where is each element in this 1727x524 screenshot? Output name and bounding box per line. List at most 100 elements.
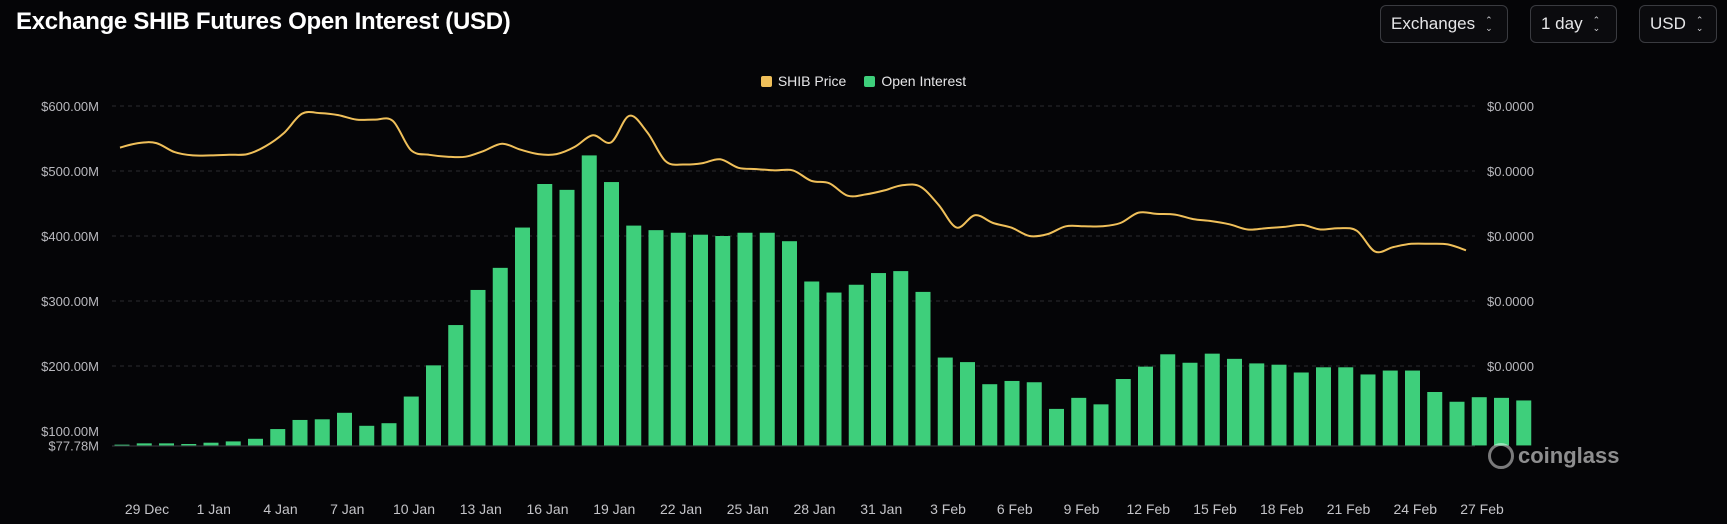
- x-tick-label: 6 Feb: [997, 501, 1033, 517]
- right-tick-label: $0.0000: [1487, 229, 1534, 244]
- x-tick-label: 31 Jan: [860, 501, 902, 517]
- open-interest-bar: [1494, 397, 1509, 446]
- exchanges-select[interactable]: Exchanges ⌃ ⌄: [1380, 5, 1508, 43]
- open-interest-bar: [515, 227, 530, 446]
- open-interest-bar: [1293, 372, 1309, 446]
- x-tick-label: 29 Dec: [125, 501, 169, 517]
- shib-price-line: [119, 111, 1467, 254]
- x-tick-label: 1 Jan: [197, 501, 231, 517]
- open-interest-bar: [1026, 382, 1042, 446]
- open-interest-bar: [337, 412, 352, 446]
- x-tick-label: 12 Feb: [1126, 501, 1170, 517]
- x-tick-label: 27 Feb: [1460, 501, 1504, 517]
- open-interest-bar: [1249, 363, 1265, 446]
- open-interest-bar: [804, 281, 820, 446]
- legend-swatch-price: [760, 75, 772, 87]
- x-tick-label: 10 Jan: [393, 501, 435, 517]
- open-interest-bar: [1405, 370, 1420, 446]
- open-interest-bar: [1316, 367, 1331, 446]
- currency-select[interactable]: USD ⌃ ⌄: [1639, 5, 1717, 43]
- x-tick-label: 21 Feb: [1327, 501, 1371, 517]
- open-interest-bar: [492, 267, 508, 446]
- currency-select-label: USD: [1650, 14, 1686, 33]
- right-tick-label: $0.0000: [1487, 359, 1534, 374]
- open-interest-bar: [292, 419, 308, 446]
- open-interest-bar: [915, 291, 931, 446]
- open-interest-bar: [759, 232, 775, 446]
- open-interest-bar: [960, 362, 975, 446]
- open-interest-bar: [403, 396, 419, 446]
- x-tick-label: 13 Jan: [460, 501, 502, 517]
- open-interest-bar: [559, 189, 575, 446]
- open-interest-bar: [737, 232, 753, 446]
- right-tick-label: $0.0000: [1487, 99, 1534, 114]
- open-interest-bar: [359, 425, 375, 446]
- legend-item-open-interest[interactable]: Open Interest: [864, 73, 966, 89]
- left-axis: $77.78M$100.00M $200.00M $300.00M $400.00M $…: [41, 99, 99, 453]
- open-interest-bar: [871, 273, 886, 446]
- open-interest-bar: [381, 423, 397, 446]
- x-tick-label: 22 Jan: [660, 501, 702, 517]
- x-axis: 29 Dec 1 Jan 4 Jan 7 Jan 10 Jan 13 Jan 16 Jan 1…: [112, 445, 1504, 517]
- chevron-up-down-icon: ⌃ ⌄: [1485, 15, 1493, 33]
- x-tick-label: 25 Jan: [727, 501, 769, 517]
- legend-label-price: SHIB Price: [777, 73, 847, 89]
- chevron-up-down-icon: ⌃ ⌄: [1592, 15, 1601, 33]
- coinglass-logo-icon: [1488, 443, 1514, 469]
- open-interest-bar: [1093, 404, 1109, 446]
- left-tick-label: $100.00M: [41, 424, 99, 439]
- open-interest-bar: [848, 284, 864, 446]
- open-interest-bar: [203, 442, 219, 446]
- open-interest-bar: [604, 182, 619, 446]
- shib-price-path: [119, 111, 1467, 254]
- legend-label-oi: Open Interest: [881, 73, 967, 89]
- open-interest-bar: [1382, 370, 1398, 446]
- open-interest-bar: [1138, 366, 1153, 446]
- open-interest-bar: [581, 155, 597, 446]
- coinglass-watermark: coinglass: [1488, 443, 1619, 469]
- chart-controls: Exchanges ⌃ ⌄ 1 day ⌃ ⌄ USD ⌃ ⌄: [1380, 5, 1717, 43]
- open-interest-bar: [1115, 379, 1131, 446]
- legend-swatch-oi: [864, 75, 876, 87]
- page-title: Exchange SHIB Futures Open Interest (USD…: [16, 8, 511, 35]
- open-interest-bar: [937, 357, 953, 446]
- open-interest-bar: [314, 419, 330, 446]
- x-tick-label: 15 Feb: [1193, 501, 1237, 517]
- interval-select[interactable]: 1 day ⌃ ⌄: [1530, 5, 1617, 43]
- watermark-text: coinglass: [1518, 443, 1620, 468]
- open-interest-bar: [1182, 362, 1198, 446]
- open-interest-bar: [136, 443, 152, 446]
- left-tick-label: $600.00M: [41, 99, 99, 114]
- open-interest-bar: [426, 365, 441, 446]
- open-interest-bars: [114, 155, 1532, 446]
- x-tick-label: 9 Feb: [1064, 501, 1100, 517]
- legend-item-shib-price[interactable]: SHIB Price: [760, 73, 847, 89]
- open-interest-bar: [1227, 358, 1242, 446]
- open-interest-bar: [181, 444, 197, 446]
- open-interest-bar: [1160, 354, 1176, 446]
- x-tick-label: 19 Jan: [593, 501, 635, 517]
- open-interest-bar: [715, 236, 731, 446]
- x-tick-label: 16 Jan: [526, 501, 568, 517]
- left-tick-label: $200.00M: [41, 359, 99, 374]
- left-tick-label: $300.00M: [41, 294, 99, 309]
- chevron-up-down-icon: ⌃ ⌄: [1695, 15, 1704, 33]
- open-interest-bar: [1204, 353, 1220, 446]
- open-interest-bar: [114, 444, 130, 446]
- interval-select-label: 1 day: [1541, 14, 1583, 33]
- open-interest-bar: [1516, 400, 1532, 446]
- left-tick-label: $77.78M: [48, 438, 99, 453]
- open-interest-bar: [448, 325, 464, 446]
- x-tick-label: 3 Feb: [930, 501, 966, 517]
- open-interest-bar: [670, 232, 686, 446]
- x-tick-label: 4 Jan: [263, 501, 297, 517]
- open-interest-bar: [648, 230, 664, 446]
- open-interest-bar: [248, 438, 263, 446]
- right-axis: $0.0000 $0.0000 $0.0000 $0.0000 $0.0000: [1487, 99, 1534, 374]
- right-tick-label: $0.0000: [1487, 164, 1534, 179]
- open-interest-bar: [537, 184, 553, 446]
- open-interest-bar: [270, 429, 286, 446]
- x-tick-label: 7 Jan: [330, 501, 364, 517]
- chart-legend: SHIB Price Open Interest: [0, 73, 1727, 89]
